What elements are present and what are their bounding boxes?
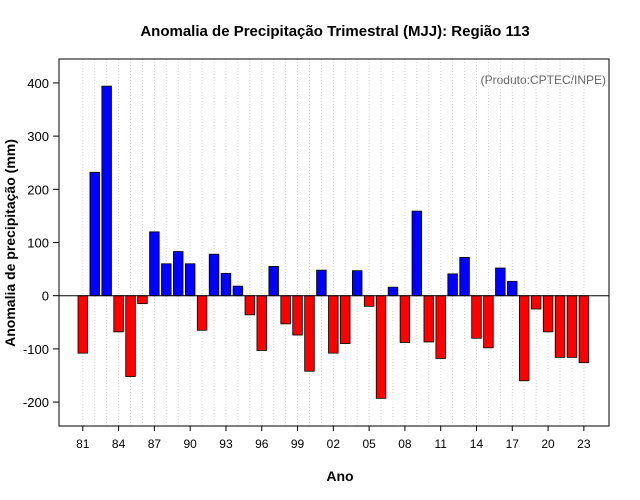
- bar-1999: [292, 295, 303, 336]
- bar-2011: [435, 295, 446, 359]
- bar-1985: [125, 295, 136, 377]
- source-credit: (Produto:CPTEC/INPE): [481, 73, 606, 87]
- y-tick-label: -100: [23, 342, 49, 357]
- bar-2003: [340, 295, 351, 344]
- bar-2023: [578, 295, 590, 364]
- bar-1990: [184, 263, 196, 297]
- x-tick-label: 93: [219, 437, 233, 451]
- bar-1987: [149, 231, 160, 297]
- bar-1991: [196, 295, 208, 331]
- bar-2008: [399, 295, 411, 343]
- bar-2021: [554, 295, 566, 358]
- bar-series: [77, 85, 590, 399]
- x-tick-label: 87: [148, 437, 162, 451]
- y-tick-label: -200: [23, 395, 49, 410]
- bar-2013: [459, 256, 470, 297]
- bar-2010: [423, 295, 434, 343]
- bar-2005: [363, 295, 375, 307]
- bar-2009: [411, 210, 423, 297]
- bar-2015: [483, 295, 494, 349]
- x-tick-label: 99: [291, 437, 305, 451]
- bar-2017: [507, 280, 518, 297]
- x-tick-label: 90: [183, 437, 197, 451]
- bar-1995: [244, 295, 256, 316]
- bar-2000: [304, 295, 315, 372]
- bar-2006: [375, 295, 387, 399]
- chart-title: Anomalia de Precipitação Trimestral (MJJ…: [140, 23, 529, 40]
- bar-2001: [316, 269, 327, 297]
- x-tick-label: 05: [362, 437, 376, 451]
- bar-2012: [447, 273, 458, 297]
- bar-1983: [101, 85, 112, 297]
- x-tick-label: 02: [327, 437, 341, 451]
- bar-1982: [89, 171, 100, 297]
- bar-1986: [137, 295, 148, 305]
- y-tick-label: 200: [27, 182, 49, 197]
- bar-1988: [161, 263, 172, 297]
- x-tick-label: 20: [541, 437, 555, 451]
- bar-1997: [268, 266, 279, 297]
- vertical-gridlines: [82, 59, 585, 426]
- bar-2014: [471, 295, 482, 339]
- bar-2019: [530, 295, 542, 310]
- x-tick-label: 17: [506, 437, 520, 451]
- bar-1989: [173, 251, 184, 297]
- y-tick-label: 400: [27, 76, 49, 91]
- x-tick-label: 96: [255, 437, 269, 451]
- bar-2020: [542, 295, 554, 333]
- bar-1981: [77, 295, 89, 354]
- bar-1996: [256, 295, 267, 351]
- axes: -200 -100 0 100 200 300 400 81 84 87 90 93 96 99 02 05 0…: [23, 58, 610, 451]
- bar-2018: [519, 295, 530, 382]
- bar-2016: [495, 267, 506, 297]
- y-tick-label: 300: [27, 129, 49, 144]
- bar-1994: [232, 285, 244, 297]
- x-tick-label: 08: [398, 437, 412, 451]
- bar-2004: [351, 270, 363, 297]
- bar-1992: [208, 253, 220, 297]
- y-tick-label: 0: [42, 289, 49, 304]
- x-tick-label: 23: [577, 437, 591, 451]
- x-tick-label: 84: [112, 437, 126, 451]
- x-axis-label: Ano: [326, 468, 353, 484]
- x-tick-label: 11: [434, 437, 447, 451]
- y-tick-label: 100: [27, 236, 49, 251]
- bar-2022: [566, 295, 578, 358]
- y-axis-label: Anomalia de precipitação (mm): [2, 139, 18, 347]
- bar-1998: [280, 295, 291, 325]
- bar-2007: [387, 286, 399, 297]
- x-tick-label: 14: [470, 437, 484, 451]
- bar-1993: [220, 272, 232, 297]
- x-tick-label: 81: [76, 437, 90, 451]
- bar-1984: [113, 295, 124, 333]
- bar-2002: [328, 295, 339, 354]
